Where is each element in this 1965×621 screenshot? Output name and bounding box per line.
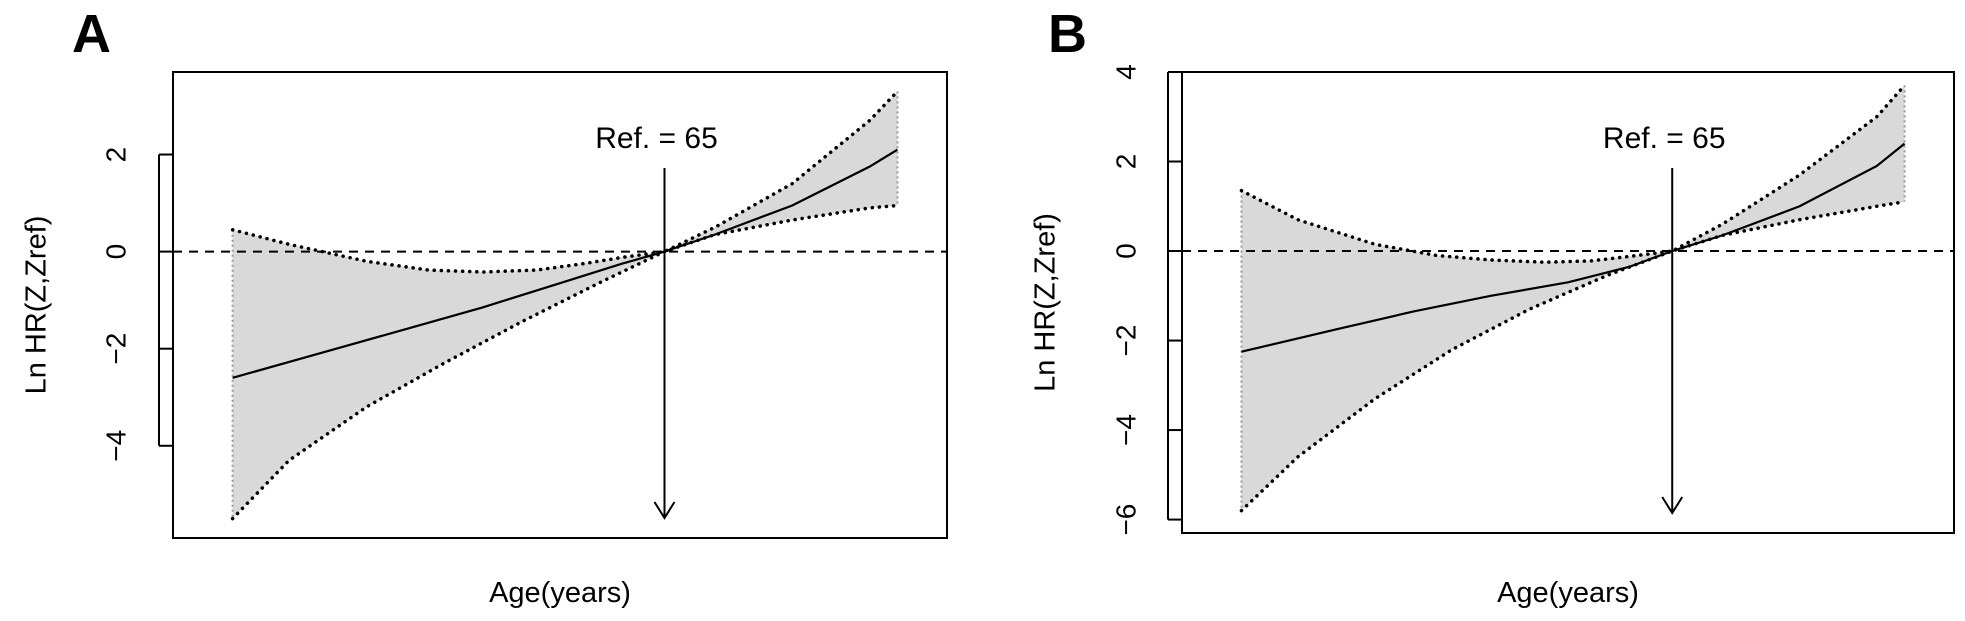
panel-b-ytick-label: −6 xyxy=(1110,504,1141,536)
panel-b-estimate-line xyxy=(1241,142,1906,353)
panel-a-letter: A xyxy=(72,4,111,64)
panel-a-x-axis-title: Age(years) xyxy=(489,577,631,609)
panel-b-ytick-label: −2 xyxy=(1110,325,1141,357)
panel-a-ytick-label: 2 xyxy=(100,147,131,163)
panel-a-estimate-line xyxy=(232,148,899,379)
panel-a-ref-arrow-head xyxy=(653,501,676,520)
panel-b-ytick-label: −4 xyxy=(1110,414,1141,446)
panel-b-x-axis-title: Age(years) xyxy=(1497,577,1639,609)
panel-b-confidence-band xyxy=(1241,85,1905,511)
panel-a-ytick-label: −2 xyxy=(100,333,131,365)
panel-a-lower-line xyxy=(230,203,900,521)
panel-a-plot-frame xyxy=(172,71,948,539)
panel-b-plot-frame xyxy=(1181,71,1955,534)
panel-a-ytick-label: 0 xyxy=(100,244,131,260)
panel-b-ref-arrow-head xyxy=(1661,496,1684,515)
panel-b-lower-line xyxy=(1239,200,1907,513)
panel-a-ytick-label: −4 xyxy=(100,430,131,462)
panel-b-ref-annotation: Ref. = 65 xyxy=(1603,122,1726,155)
panel-a-y-axis-title: Ln HR(Z,Zref) xyxy=(21,216,53,395)
panel-b-ytick-label: 2 xyxy=(1110,154,1141,170)
panel-b-ytick-label: 0 xyxy=(1110,243,1141,259)
panel-a-upper-line xyxy=(230,89,900,274)
panel-b-upper-line xyxy=(1239,83,1907,264)
panel-a-ref-annotation: Ref. = 65 xyxy=(595,122,718,155)
panel-a-confidence-band xyxy=(232,91,898,519)
panel-b-letter: B xyxy=(1048,4,1087,64)
panel-b-ytick-label: 4 xyxy=(1110,64,1141,80)
panel-b-y-axis-title: Ln HR(Z,Zref) xyxy=(1030,213,1062,392)
